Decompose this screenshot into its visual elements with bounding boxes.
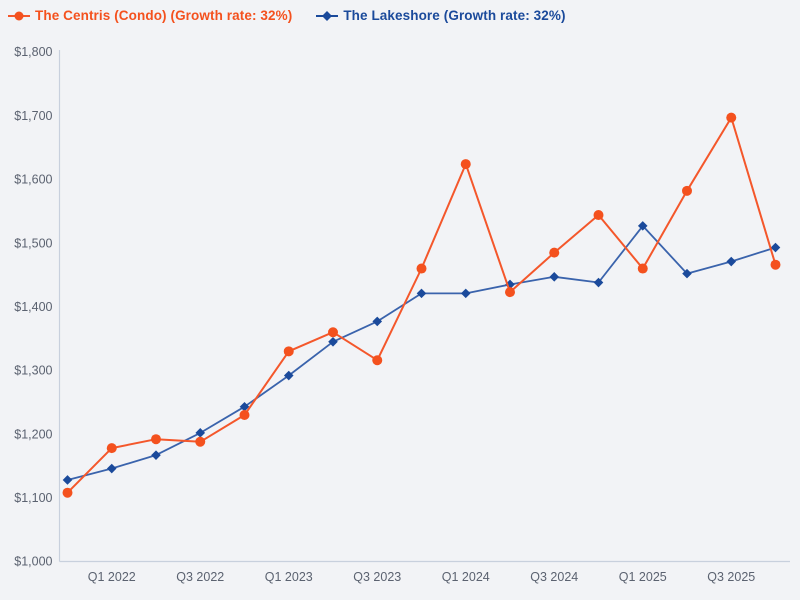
x-tick-label: Q3 2025 <box>707 570 755 584</box>
data-point-lakeshore-q1-2025[interactable] <box>637 221 648 231</box>
x-tick-label: Q1 2023 <box>265 570 313 584</box>
legend-label-centris: The Centris (Condo) (Growth rate: 32%) <box>35 8 293 23</box>
y-tick-label: $1,800 <box>14 45 52 59</box>
series-line-centris <box>66 116 777 494</box>
data-point-centris-q2-2023[interactable] <box>328 327 338 338</box>
data-point-centris-q2-2024[interactable] <box>505 287 515 298</box>
x-tick-label: Q1 2022 <box>88 570 136 584</box>
data-point-centris-q3-2022[interactable] <box>195 436 206 447</box>
data-point-lakeshore-q2-2022[interactable] <box>151 450 161 460</box>
y-tick-label: $1,100 <box>14 491 52 505</box>
y-tick-label: $1,700 <box>14 109 52 123</box>
data-point-lakeshore-q1-2023[interactable] <box>283 370 294 381</box>
data-point-centris-q1-2022[interactable] <box>106 443 117 454</box>
lakeshore-diamond-marker-icon <box>316 10 339 21</box>
data-point-centris-q1-2025[interactable] <box>637 263 648 274</box>
data-point-lakeshore-q4-2025[interactable] <box>770 242 781 253</box>
legend-item-centris[interactable]: The Centris (Condo) (Growth rate: 32%) <box>8 8 292 23</box>
y-tick-label: $1,000 <box>14 555 52 569</box>
data-point-centris-q4-2025[interactable] <box>770 259 781 270</box>
data-point-lakeshore-q2-2023[interactable] <box>328 336 338 347</box>
data-point-centris-q4-2024[interactable] <box>593 210 604 221</box>
data-point-centris-q4-2022[interactable] <box>239 410 250 421</box>
y-tick-label: $1,200 <box>14 427 52 441</box>
x-tick-label: Q1 2025 <box>619 570 667 584</box>
data-point-centris-q4-2021[interactable] <box>62 487 73 498</box>
data-point-centris-q2-2025[interactable] <box>682 185 692 196</box>
data-point-lakeshore-q1-2024[interactable] <box>460 288 471 299</box>
y-tick-label: $1,500 <box>14 236 52 250</box>
data-point-lakeshore-q3-2024[interactable] <box>549 272 560 282</box>
legend-label-lakeshore: The Lakeshore (Growth rate: 32%) <box>343 8 566 23</box>
data-point-centris-q1-2023[interactable] <box>283 346 294 357</box>
data-point-centris-q3-2023[interactable] <box>372 355 383 366</box>
data-point-lakeshore-q4-2021[interactable] <box>62 475 73 485</box>
data-point-lakeshore-q4-2024[interactable] <box>593 277 604 288</box>
y-tick-label: $1,400 <box>14 300 52 314</box>
y-tick-label: $1,600 <box>14 173 52 187</box>
data-point-centris-q3-2024[interactable] <box>549 247 560 258</box>
chart-legend: The Centris (Condo) (Growth rate: 32%) T… <box>8 8 566 23</box>
data-point-lakeshore-q1-2022[interactable] <box>106 463 117 474</box>
data-point-lakeshore-q3-2022[interactable] <box>195 428 206 438</box>
data-point-centris-q3-2025[interactable] <box>726 112 737 123</box>
data-point-lakeshore-q4-2023[interactable] <box>416 288 427 299</box>
data-point-centris-q2-2022[interactable] <box>151 434 161 445</box>
x-tick-label: Q1 2024 <box>442 570 490 584</box>
data-point-centris-q1-2024[interactable] <box>460 159 471 170</box>
data-point-lakeshore-q2-2025[interactable] <box>682 268 692 279</box>
data-point-lakeshore-q3-2023[interactable] <box>372 316 383 327</box>
centris-circle-marker-icon <box>8 11 30 20</box>
y-tick-label: $1,300 <box>14 364 52 378</box>
x-tick-label: Q3 2024 <box>530 570 578 584</box>
legend-item-lakeshore[interactable]: The Lakeshore (Growth rate: 32%) <box>316 8 565 23</box>
data-point-lakeshore-q4-2022[interactable] <box>239 401 250 412</box>
x-tick-label: Q3 2023 <box>353 570 401 584</box>
x-tick-label: Q3 2022 <box>176 570 224 584</box>
data-point-lakeshore-q3-2025[interactable] <box>726 256 737 267</box>
data-point-centris-q4-2023[interactable] <box>416 263 427 274</box>
